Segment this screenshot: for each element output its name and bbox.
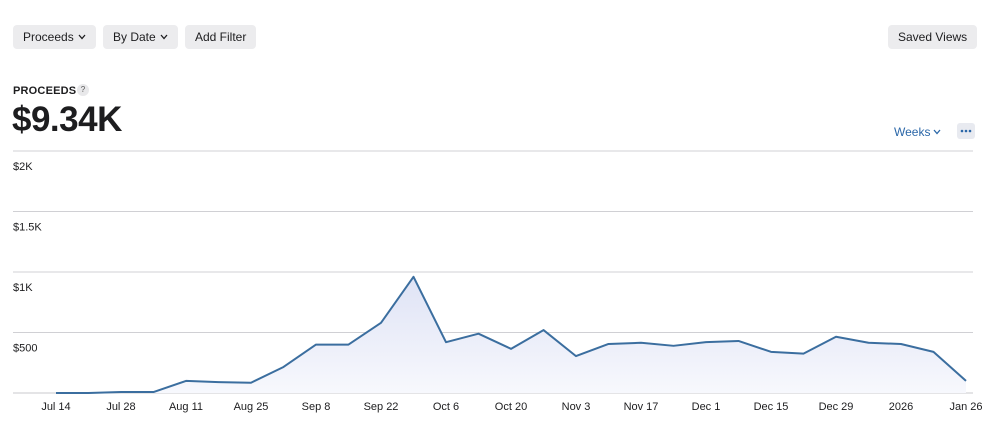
chevron [160,34,168,40]
chart: $500 $1K $1.5K $2K Jul 14 Jul 28 Aug 11 Aug 25 S… [13,150,983,413]
x-tick-label: Dec 15 [754,401,789,413]
x-tick-label: Jul 14 [41,401,70,413]
total-value: $9.34K [12,100,122,139]
y-tick-label: $1K [13,282,33,294]
metric-menu[interactable]: Proceeds [13,25,96,49]
metric-title: PROCEEDS [13,85,77,97]
period-menu[interactable]: Weeks [894,125,941,139]
more-icon [960,129,972,133]
x-tick-label: Jul 28 [106,401,135,413]
x-tick-label: Aug 25 [234,401,269,413]
saved-views-button[interactable]: Saved Views [888,25,978,49]
x-tick-label: 2026 [889,401,913,413]
x-tick-label: Sep 8 [302,401,331,413]
x-tick-label: Aug 11 [169,401,203,413]
help-icon[interactable]: ? [77,84,89,96]
x-tick-label: Nov 3 [562,401,591,413]
period-label: Weeks [894,125,931,139]
x-tick-label: Nov 17 [624,401,659,413]
date-menu[interactable]: By Date [103,25,178,49]
x-tick-label: Sep 22 [364,401,399,413]
x-tick-label: Dec 29 [819,401,854,413]
area [56,276,966,393]
button-label: Saved Views [898,30,968,44]
button-label: By Date [113,30,156,44]
more-button[interactable] [957,123,975,139]
add-filter-button[interactable]: Add Filter [185,25,257,49]
button-label: Proceeds [23,30,74,44]
chevron [933,129,941,135]
y-tick-label: $2K [13,161,33,173]
chevron [78,34,86,40]
y-tick-label: $1.5K [13,222,42,234]
x-tick-label: Dec 1 [692,401,721,413]
button-label: Add Filter [195,30,247,44]
line [56,275,967,394]
y-tick-label: $500 [13,343,37,355]
x-tick-label: Oct 6 [433,401,459,413]
x-tick-label: Jan 26 [949,401,982,413]
x-tick-label: Oct 20 [495,401,527,413]
